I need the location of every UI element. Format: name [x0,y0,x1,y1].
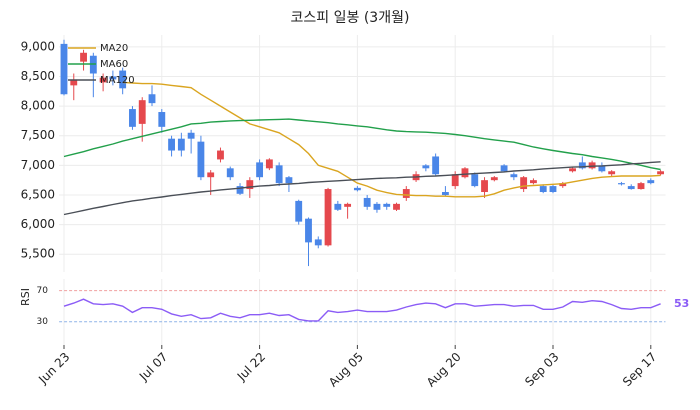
candle-body [256,162,264,178]
candle-body [471,174,479,187]
ma-line [63,161,661,216]
rsi-axis-label: RSI [19,288,32,306]
y-tick-label: 6,500 [21,187,55,201]
candle-body [608,171,616,175]
candle-body [578,162,586,169]
candle-body [647,180,655,184]
candle-body [363,197,371,207]
candle-body [148,94,156,104]
candle-body [549,186,557,193]
x-tick-label: Aug 05 [326,350,366,390]
candle-body [334,203,342,210]
candle-body [520,177,528,190]
candle-body [324,189,332,246]
y-tick-label: 8,000 [21,99,55,113]
candle-body [588,162,596,169]
candle-body [275,165,283,184]
candle-body [168,138,175,151]
y-tick-label: 5,500 [21,247,55,261]
candle-body [559,183,567,187]
candle-body [236,186,244,194]
x-tick-label: Jul 07 [136,350,170,384]
candle-body [569,168,576,172]
y-tick-label: 9,000 [21,39,55,53]
candle-body [618,183,625,185]
candle-body [80,52,87,62]
candle-body [598,165,606,172]
x-tick-label: Aug 20 [424,350,464,390]
candle-body [461,168,469,178]
candle-body [432,156,440,175]
candle-body [373,203,381,210]
y-tick-label: 6,000 [21,217,55,231]
ma-line [63,118,661,171]
candle-body [265,159,273,169]
rsi-line [63,298,661,322]
candle-body [383,203,391,207]
candle-body [207,172,215,178]
candle-body [197,141,205,178]
candle-body [246,180,254,190]
candle-body [99,77,107,83]
candle-body [217,150,224,160]
candle-body [177,138,185,151]
candle-body [129,109,136,127]
candle-body [226,168,234,178]
candle-body [481,180,488,193]
x-tick-label: Sep 17 [620,350,659,389]
candle-body [627,186,635,190]
candle-body [657,171,664,175]
candle-body [314,239,322,246]
candle-body [353,187,361,191]
candle-body [637,183,645,190]
candle-body [285,177,293,184]
candle-body [158,112,166,127]
y-tick-label: 8,500 [21,69,55,83]
ma-line [122,81,661,198]
candle-body [344,203,352,207]
candle-body [422,165,430,169]
legend-label: MA60 [100,59,128,70]
candle-body [500,165,508,172]
candle-body [60,43,68,95]
y-tick-label: 7,500 [21,128,55,142]
candle-body [138,100,146,124]
candle-body [305,218,312,243]
y-tick-label: 7,000 [21,158,55,172]
legend-label: MA120 [100,75,135,86]
candle-body [70,79,78,86]
chart-title: 코스피 일봉 (3개월) [291,10,410,26]
candle-body [119,70,127,89]
candle-body [539,186,547,193]
x-tick-label: Sep 03 [522,350,561,389]
candle-body [187,132,195,139]
x-tick-label: Jul 22 [234,350,268,384]
legend-label: MA20 [100,43,128,54]
candle-body [441,192,449,195]
candle-body [295,200,303,222]
candle-body [402,189,410,198]
candle-body [451,174,459,187]
candle-body [490,177,498,181]
candle-body [109,76,117,80]
candle-body [393,203,400,210]
x-tick-label: Jun 23 [35,350,72,387]
rsi-tick-label: 70 [37,286,49,296]
candle-body [530,180,537,184]
rsi-value-label: 53 [674,297,689,310]
candle-body [510,174,518,178]
rsi-tick-label: 30 [37,317,49,327]
